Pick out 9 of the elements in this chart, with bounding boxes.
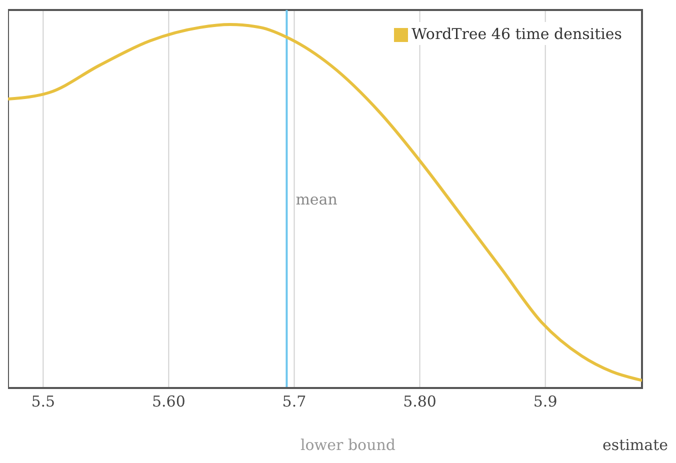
x-tick-label: 5.60 [152, 392, 186, 411]
x-tick-label: 5.7 [282, 392, 306, 411]
ref-line-label: mean [296, 190, 338, 208]
x-tick-label: 5.9 [533, 392, 558, 411]
x-tick-label: 5.80 [403, 392, 436, 411]
x-axis-title: lower bound [300, 436, 396, 454]
legend-label: WordTree 46 time densities [412, 25, 622, 43]
text: estimate [602, 436, 668, 454]
x-tick-label: 5.5 [31, 392, 56, 411]
